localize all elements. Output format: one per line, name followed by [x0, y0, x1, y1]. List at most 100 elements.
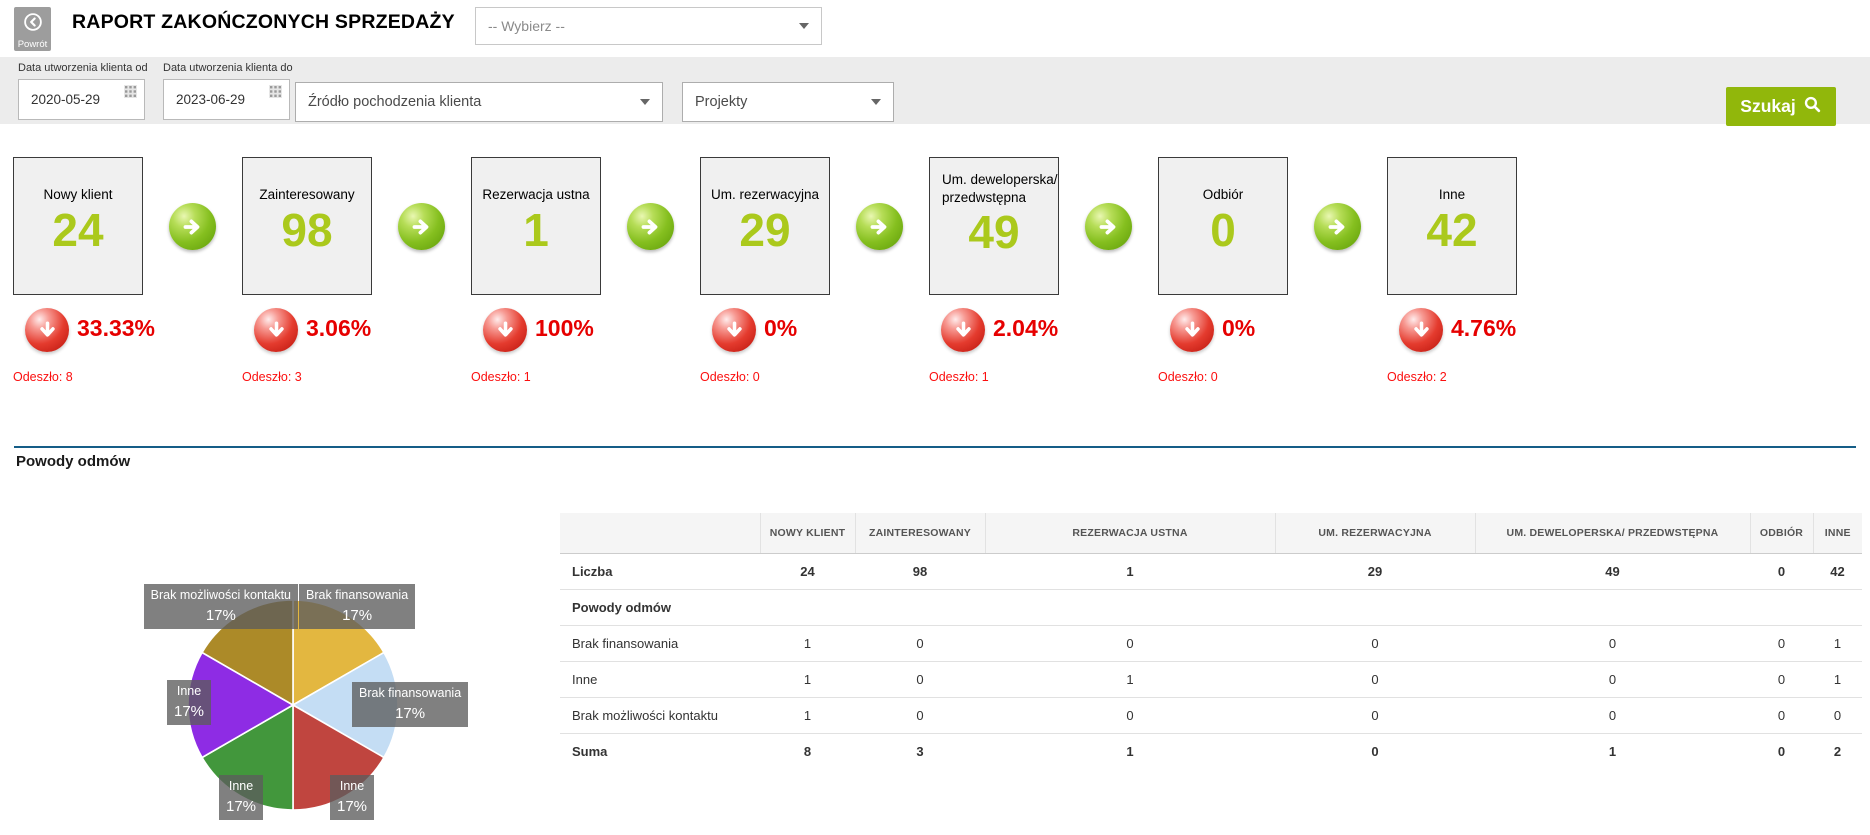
- cell: 0: [1475, 661, 1750, 698]
- row-label: Suma: [572, 744, 608, 759]
- cell: 1: [1813, 625, 1862, 662]
- column-header: ODBIÓR: [1750, 513, 1814, 554]
- cell: 0: [855, 661, 985, 698]
- cell: 42: [1813, 553, 1862, 590]
- cell: 2: [1833, 744, 1842, 759]
- date-to-label: Data utworzenia klienta do: [163, 62, 293, 74]
- loss-percent: 2.04%: [993, 315, 1059, 341]
- cell: 0: [855, 697, 985, 734]
- cell: 1: [760, 697, 855, 734]
- back-arrow-icon: [22, 11, 44, 38]
- next-stage-arrow-icon: [856, 203, 903, 250]
- stage-label: Inne: [1438, 187, 1466, 202]
- table-row-suma: Suma 8 3 1 0 1 0 2: [560, 734, 1862, 770]
- cell: [1750, 589, 1813, 626]
- cell: 0: [1275, 625, 1475, 662]
- date-to-input[interactable]: 2023-06-29: [163, 79, 290, 120]
- cell: [855, 589, 985, 626]
- cell: 24: [760, 553, 855, 590]
- chevron-down-icon: [799, 23, 809, 29]
- next-stage-arrow-icon: [398, 203, 445, 250]
- back-button-label: Powrót: [17, 39, 48, 50]
- loss-percent: 0%: [1222, 315, 1256, 341]
- refusal-reasons-table: NOWY KLIENT ZAINTERESOWANY REZERWACJA US…: [560, 513, 1862, 769]
- cell: [760, 589, 855, 626]
- stage-label: Nowy klient: [43, 187, 113, 202]
- cell: 0: [1750, 661, 1813, 698]
- row-label: Liczba: [560, 553, 760, 590]
- back-button[interactable]: Powrót: [14, 7, 51, 51]
- filter-bar: Data utworzenia klienta od Data utworzen…: [0, 57, 1870, 124]
- report-type-placeholder: -- Wybierz --: [488, 18, 565, 34]
- loss-down-arrow-icon: [1399, 308, 1443, 352]
- source-select-placeholder: Źródło pochodzenia klienta: [308, 94, 482, 110]
- stage-count: 24: [52, 203, 104, 256]
- report-type-select[interactable]: -- Wybierz --: [475, 7, 822, 45]
- column-header: NOWY KLIENT: [760, 513, 856, 554]
- cell: 0: [1475, 697, 1750, 734]
- date-from-value: 2020-05-29: [31, 92, 101, 107]
- cell: 0: [1813, 697, 1862, 734]
- calendar-icon[interactable]: [269, 85, 282, 103]
- table-row-powody-odmow: Powody odmów: [560, 589, 1862, 626]
- cell: 1: [1813, 661, 1862, 698]
- funnel-stage-um-rezerwacyjna: Um. rezerwacyjna 29: [700, 157, 830, 295]
- calendar-icon[interactable]: [124, 85, 137, 103]
- stage-count: 98: [281, 203, 333, 256]
- stage-count: 49: [968, 206, 1020, 259]
- funnel-stage-um-deweloperska: Um. deweloperska/ przedwstępna 49: [929, 157, 1059, 295]
- cell: [1475, 589, 1750, 626]
- column-header: [560, 513, 761, 554]
- loss-percent: 3.06%: [306, 315, 372, 341]
- column-header: ZAINTERESOWANY: [855, 513, 986, 554]
- cell: 1: [1126, 744, 1134, 759]
- departed-count: Odeszło: 3: [242, 370, 302, 384]
- source-select[interactable]: Źródło pochodzenia klienta: [295, 82, 663, 122]
- stage-label: Rezerwacja ustna: [482, 187, 590, 202]
- search-icon: [1803, 95, 1822, 119]
- row-label: Brak możliwości kontaktu: [560, 697, 760, 734]
- funnel-stage-nowy-klient: Nowy klient 24: [13, 157, 143, 295]
- stage-count: 29: [739, 203, 791, 256]
- page-title: RAPORT ZAKOŃCZONYCH SPRZEDAŻY: [72, 11, 455, 33]
- pie-label-inne: Inne 17%: [219, 775, 264, 820]
- date-from-input[interactable]: 2020-05-29: [18, 79, 145, 120]
- departed-count: Odeszło: 8: [13, 370, 73, 384]
- cell: 0: [1275, 697, 1475, 734]
- column-header: INNE: [1813, 513, 1862, 554]
- table-row-brak-finansowania: Brak finansowania 1 0 0 0 0 0 1: [560, 625, 1862, 662]
- stage-count: 42: [1426, 203, 1478, 256]
- departed-count: Odeszło: 1: [929, 370, 989, 384]
- cell: 0: [1750, 697, 1813, 734]
- stage-label: Odbiór: [1202, 187, 1244, 202]
- stage-label: Zainteresowany: [259, 187, 355, 202]
- row-label: Inne: [560, 661, 760, 698]
- cell: 1: [985, 661, 1275, 698]
- column-header: UM. DEWELOPERSKA/ PRZEDWSTĘPNA: [1475, 513, 1751, 554]
- projects-select[interactable]: Projekty: [682, 82, 894, 122]
- search-button-label: Szukaj: [1740, 96, 1796, 116]
- cell: [1275, 589, 1475, 626]
- pie-label-brak-finansowania: Brak finansowania 17%: [352, 682, 469, 727]
- cell: 0: [1750, 553, 1813, 590]
- search-button[interactable]: Szukaj: [1726, 87, 1836, 126]
- loss-down-arrow-icon: [254, 308, 298, 352]
- cell: 0: [1750, 625, 1813, 662]
- pie-label-brak-mozliwosci-kontaktu: Brak możliwości kontaktu 17%: [143, 584, 298, 629]
- departed-count: Odeszło: 1: [471, 370, 531, 384]
- cell: 1: [760, 661, 855, 698]
- projects-select-placeholder: Projekty: [695, 94, 748, 110]
- cell: 0: [1275, 661, 1475, 698]
- cell: 0: [855, 625, 985, 662]
- table-row-brak-mozliwosci-kontaktu: Brak możliwości kontaktu 1 0 0 0 0 0 0: [560, 697, 1862, 734]
- column-header: UM. REZERWACYJNA: [1275, 513, 1476, 554]
- funnel-stage-rezerwacja-ustna: Rezerwacja ustna 1: [471, 157, 601, 295]
- stage-label: Um. deweloperska/ przedwstępna: [942, 172, 1058, 205]
- stage-label: Um. rezerwacyjna: [710, 187, 820, 202]
- table-header-row: NOWY KLIENT ZAINTERESOWANY REZERWACJA US…: [560, 513, 1862, 554]
- stage-count: 0: [1210, 203, 1236, 256]
- pie-label-brak-finansowania: Brak finansowania 17%: [299, 584, 416, 629]
- chevron-down-icon: [871, 99, 881, 105]
- cell: 0: [1371, 744, 1379, 759]
